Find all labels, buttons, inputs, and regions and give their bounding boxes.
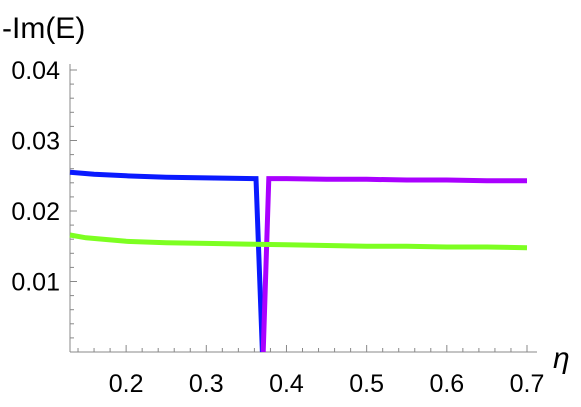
x-tick-label: 0.4 bbox=[269, 370, 304, 398]
x-tick-label: 0.2 bbox=[109, 370, 144, 398]
y-tick-label: 0.03 bbox=[11, 128, 60, 156]
y-tick-label: 0.04 bbox=[11, 57, 60, 85]
y-axis-title: -Im(E) bbox=[2, 12, 85, 45]
series-line-3 bbox=[69, 232, 528, 251]
series-line-2 bbox=[260, 176, 527, 353]
y-tick-label: 0.02 bbox=[11, 198, 60, 226]
x-tick-label: 0.7 bbox=[510, 370, 545, 398]
y-tick-label: 0.01 bbox=[11, 269, 60, 297]
x-tick-label: 0.3 bbox=[189, 370, 224, 398]
series-line-1 bbox=[69, 169, 265, 353]
x-axis-title: η bbox=[553, 342, 570, 375]
x-tick-label: 0.5 bbox=[349, 370, 384, 398]
series-group bbox=[69, 169, 528, 353]
axes: 0.2 0.3 0.4 0.5 0.6 0.7 0.01 0.02 0.03 0.04 bbox=[11, 57, 544, 398]
x-tick-label: 0.6 bbox=[429, 370, 464, 398]
